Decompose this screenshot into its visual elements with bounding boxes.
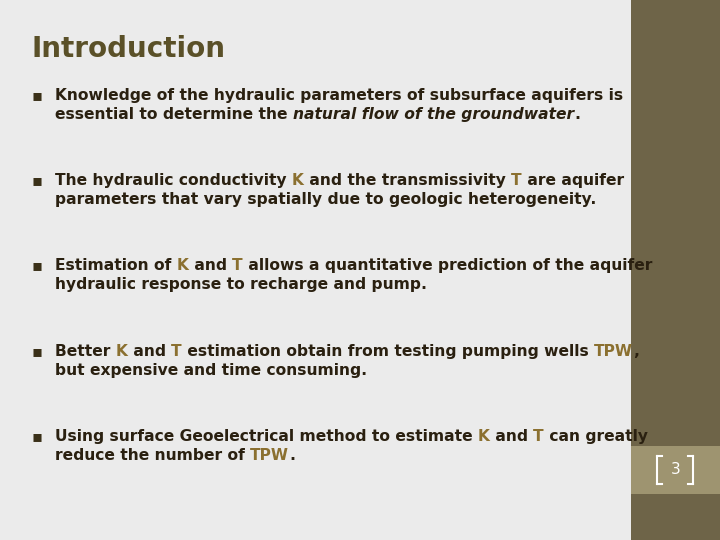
- Text: parameters that vary spatially due to geologic heterogeneity.: parameters that vary spatially due to ge…: [55, 192, 596, 207]
- Text: Knowledge of the hydraulic parameters of subsurface aquifers is: Knowledge of the hydraulic parameters of…: [55, 88, 623, 103]
- Text: reduce the number of: reduce the number of: [55, 448, 251, 463]
- Text: T: T: [511, 173, 522, 188]
- Text: .: .: [574, 107, 580, 122]
- Text: K: K: [116, 344, 127, 359]
- Text: ▪: ▪: [32, 258, 43, 273]
- Text: essential to determine the: essential to determine the: [55, 107, 293, 122]
- Text: ,: ,: [633, 344, 639, 359]
- Text: Estimation of: Estimation of: [55, 258, 176, 273]
- Text: hydraulic response to recharge and pump.: hydraulic response to recharge and pump.: [55, 277, 427, 292]
- Text: and: and: [127, 344, 171, 359]
- Text: and: and: [189, 258, 232, 273]
- Text: T: T: [534, 429, 544, 444]
- Text: ▪: ▪: [32, 173, 43, 188]
- Text: K: K: [292, 173, 304, 188]
- Text: ▪: ▪: [32, 344, 43, 359]
- Text: TPW: TPW: [594, 344, 633, 359]
- Text: estimation obtain from testing pumping wells: estimation obtain from testing pumping w…: [181, 344, 594, 359]
- Text: are aquifer: are aquifer: [522, 173, 624, 188]
- Text: The hydraulic conductivity: The hydraulic conductivity: [55, 173, 292, 188]
- Text: ▪: ▪: [32, 429, 43, 444]
- Text: TPW: TPW: [251, 448, 289, 463]
- Text: can greatly: can greatly: [544, 429, 648, 444]
- Text: natural flow of the groundwater: natural flow of the groundwater: [293, 107, 574, 122]
- Text: Using surface Geoelectrical method to estimate: Using surface Geoelectrical method to es…: [55, 429, 478, 444]
- Text: allows a quantitative prediction of the aquifer: allows a quantitative prediction of the …: [243, 258, 652, 273]
- Text: K: K: [176, 258, 189, 273]
- Text: T: T: [171, 344, 181, 359]
- Text: and the transmissivity: and the transmissivity: [304, 173, 511, 188]
- Text: 3: 3: [670, 462, 680, 477]
- Text: K: K: [478, 429, 490, 444]
- Text: but expensive and time consuming.: but expensive and time consuming.: [55, 363, 367, 378]
- Bar: [631, 446, 720, 494]
- Text: and: and: [490, 429, 534, 444]
- Text: ▪: ▪: [32, 88, 43, 103]
- Text: T: T: [232, 258, 243, 273]
- Text: Introduction: Introduction: [32, 35, 226, 63]
- Text: Better: Better: [55, 344, 116, 359]
- Bar: [631, 0, 720, 540]
- Text: .: .: [289, 448, 295, 463]
